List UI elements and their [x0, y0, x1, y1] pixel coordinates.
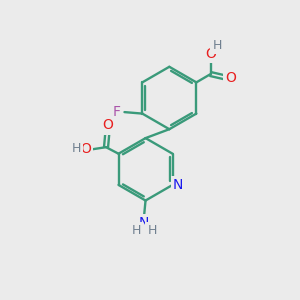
- Text: H: H: [72, 142, 81, 155]
- Text: O: O: [225, 70, 236, 85]
- Text: H: H: [212, 39, 222, 52]
- Text: N: N: [173, 178, 183, 192]
- Text: F: F: [113, 105, 121, 119]
- Text: O: O: [102, 118, 113, 133]
- Text: O: O: [205, 47, 216, 61]
- Text: H: H: [131, 224, 141, 237]
- Text: N: N: [139, 216, 149, 230]
- Text: O: O: [80, 142, 91, 156]
- Text: H: H: [147, 224, 157, 237]
